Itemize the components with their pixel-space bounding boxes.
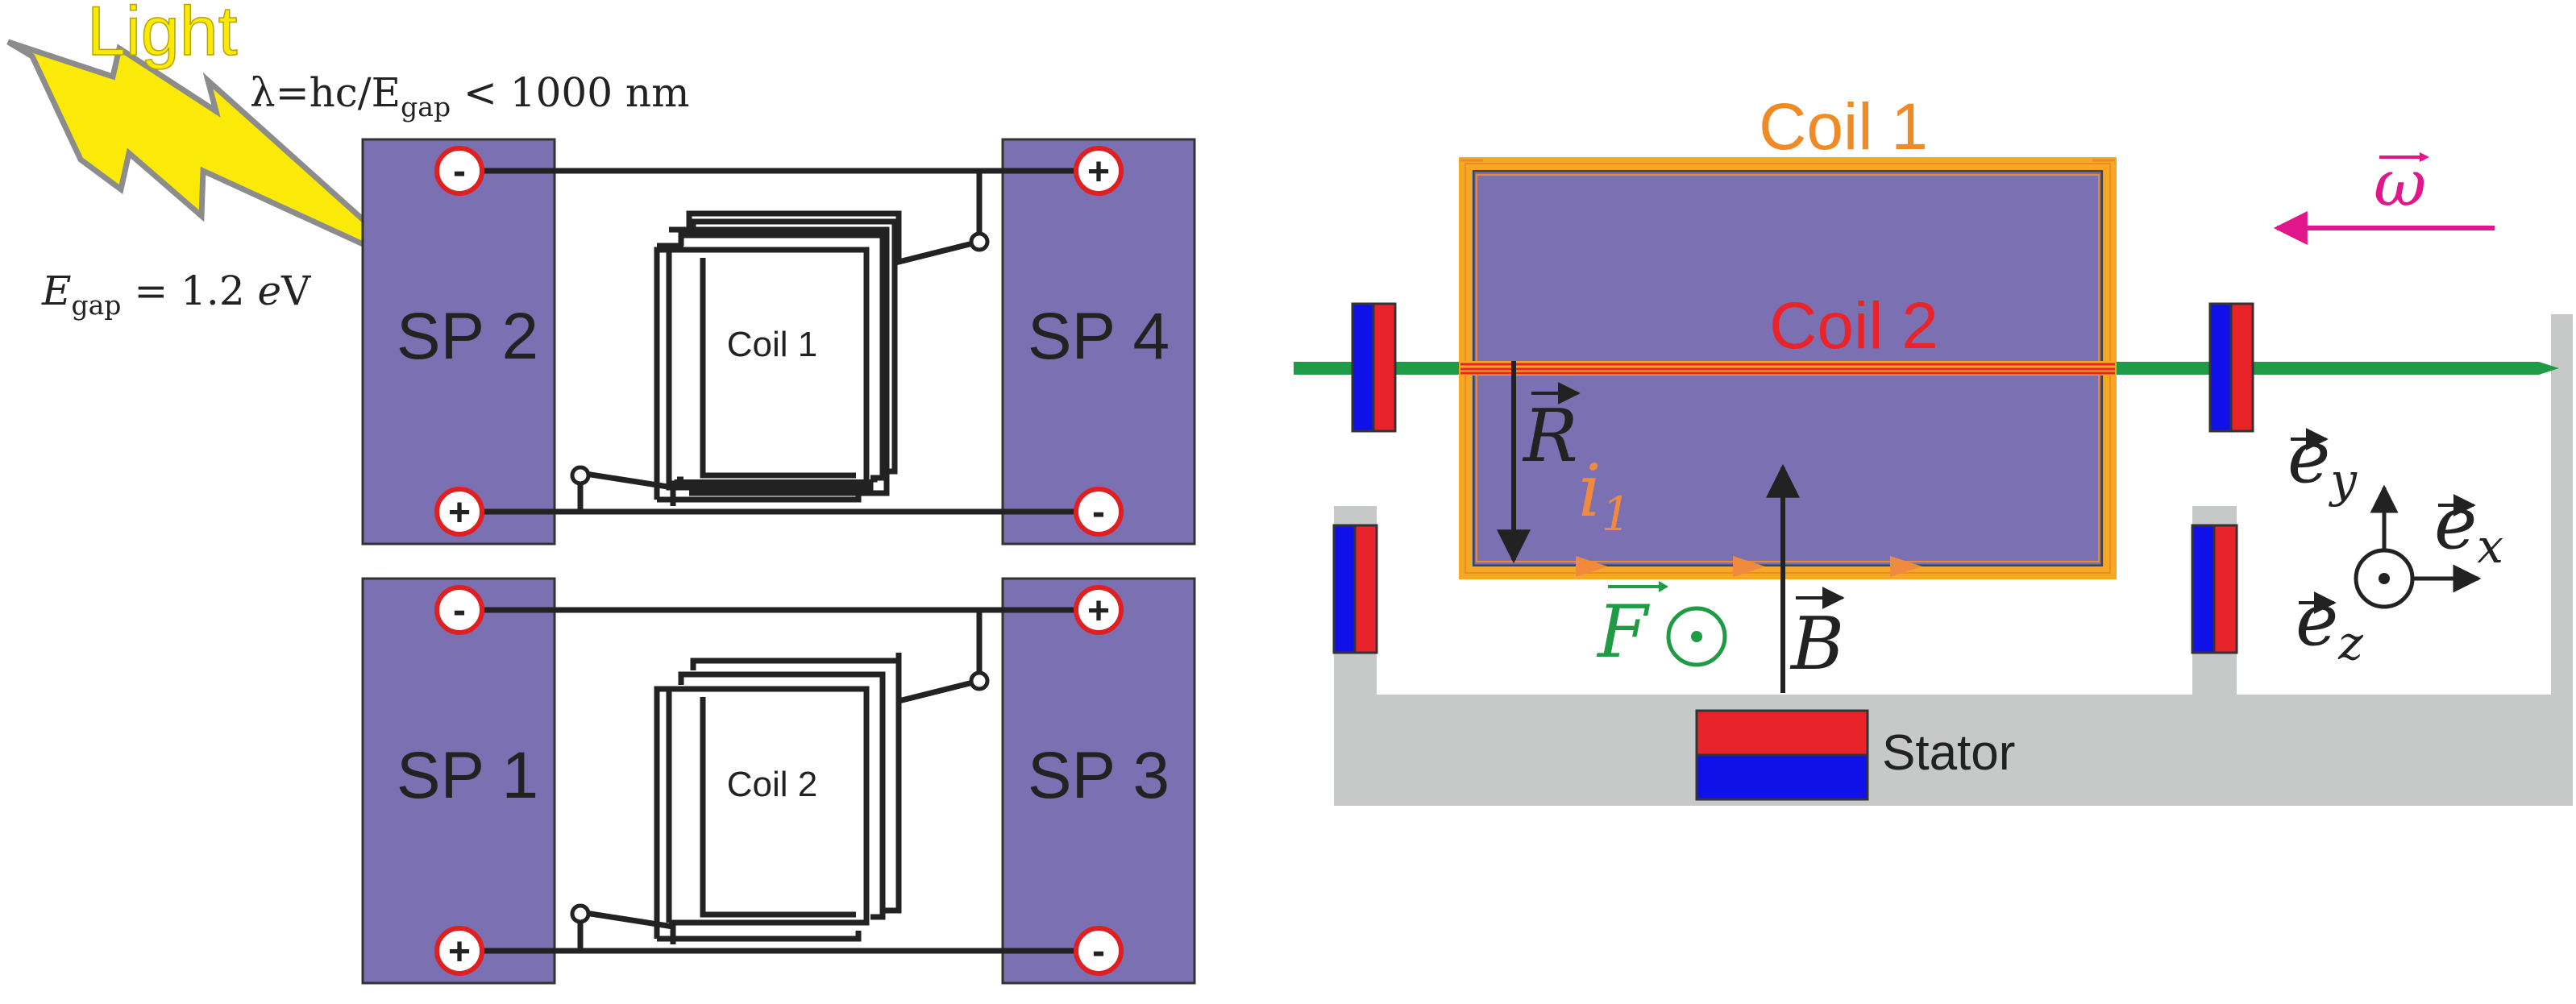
svg-text:F: F xyxy=(1596,590,1651,674)
stator-magnet-blue xyxy=(1695,753,1869,801)
circuit-coil1-label: Coil 1 xyxy=(727,325,818,364)
svg-text:+: + xyxy=(448,492,471,534)
svg-text:ex: ex xyxy=(2434,481,2503,574)
svg-text:ez: ez xyxy=(2296,578,2363,670)
left-wall-magnet xyxy=(1332,524,1378,654)
radius-label: R xyxy=(1522,382,1581,479)
ex-label: ex xyxy=(2434,481,2503,574)
field-label: B xyxy=(1789,587,1845,687)
svg-text:-: - xyxy=(453,589,466,632)
terminal-sp1-plus: + xyxy=(434,926,484,976)
terminal-sp3-minus: - xyxy=(1074,926,1124,976)
lower-coil-connector-top xyxy=(969,670,990,691)
terminal-sp2-plus: + xyxy=(434,487,484,537)
lower-coil-loops xyxy=(654,658,902,942)
svg-text:R: R xyxy=(1522,394,1578,479)
motor-coil2-label: Coil 2 xyxy=(1769,289,1938,363)
terminal-sp4-minus: - xyxy=(1074,487,1124,537)
coordinate-system: ey ex ez xyxy=(2287,415,2503,670)
ey-label: ey xyxy=(2287,415,2358,508)
light-title: Light xyxy=(87,0,238,70)
right-wall-magnet xyxy=(2191,524,2238,654)
ez-label: ez xyxy=(2296,578,2363,670)
solar-panel-sp1 xyxy=(361,577,556,985)
solar-circuit: Light λ=hc/Egap < 1000 nm Egap = 1.2 eV … xyxy=(6,0,1196,985)
svg-text:-: - xyxy=(453,150,466,193)
svg-text:ey: ey xyxy=(2287,415,2358,508)
left-axle-magnet xyxy=(1351,302,1397,433)
omega-label: ω xyxy=(2374,146,2429,221)
force-label: F xyxy=(1596,581,1727,674)
terminal-sp3-plus: + xyxy=(1074,585,1124,635)
circuit-coil2-label: Coil 2 xyxy=(727,765,818,804)
bandgap-energy: Egap = 1.2 eV xyxy=(41,268,311,321)
terminal-sp4-plus: + xyxy=(1074,146,1124,196)
panel-label-sp1: SP 1 xyxy=(397,739,538,812)
motor-coil1-label: Coil 1 xyxy=(1759,90,1928,164)
lower-coil-connector-bottom xyxy=(570,903,591,924)
solar-panel-sp2 xyxy=(361,138,556,546)
panel-label-sp2: SP 2 xyxy=(397,300,538,373)
upper-coil-connector-bottom xyxy=(570,465,591,486)
stator-label: Stator xyxy=(1882,725,2015,781)
svg-text:-: - xyxy=(1092,491,1105,533)
solar-panel-sp4 xyxy=(1001,138,1196,546)
out-of-page-icon xyxy=(1666,606,1727,667)
stator-magnet-red xyxy=(1695,709,1869,757)
svg-text:+: + xyxy=(448,931,471,973)
panel-label-sp4: SP 4 xyxy=(1028,300,1170,373)
upper-coil-connector-top xyxy=(969,231,990,252)
current-arrows xyxy=(1576,556,1922,577)
motor-diagram: Stator xyxy=(1294,90,2573,806)
wavelength-formula: λ=hc/Egap < 1000 nm xyxy=(250,69,690,122)
light-bolt-icon xyxy=(6,39,422,273)
panel-label-sp3: SP 3 xyxy=(1028,739,1170,812)
terminal-sp2-minus: - xyxy=(434,146,484,196)
svg-text:B: B xyxy=(1789,602,1844,687)
svg-text:+: + xyxy=(1087,590,1110,633)
upper-coil-loops xyxy=(654,218,898,503)
coil2-band xyxy=(1460,361,2115,375)
right-axle-magnet xyxy=(2208,302,2254,433)
axle-tip xyxy=(2539,362,2559,375)
svg-text:-: - xyxy=(1092,930,1105,973)
solar-panel-sp3 xyxy=(1001,577,1196,985)
current-label: i1 xyxy=(1578,449,1631,541)
svg-text:+: + xyxy=(1087,151,1110,193)
stator-housing xyxy=(1334,314,2573,806)
terminal-sp1-minus: - xyxy=(434,585,484,635)
